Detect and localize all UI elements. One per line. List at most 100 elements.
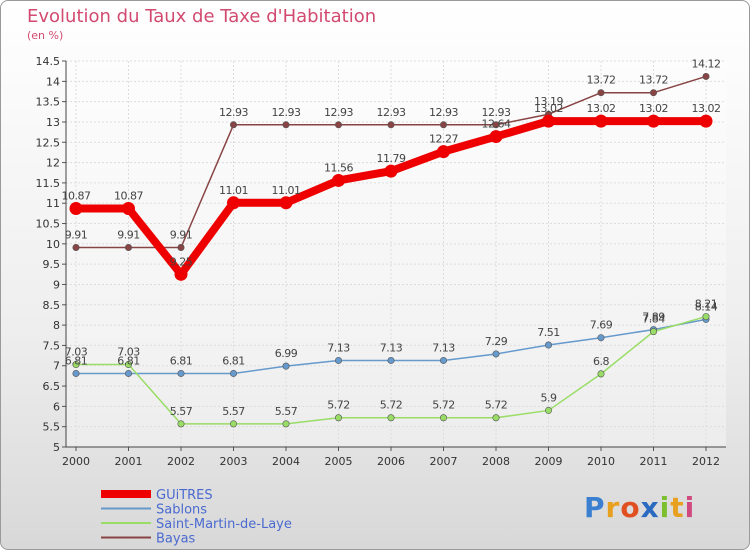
y-tick-label: 12 xyxy=(46,157,60,170)
data-point xyxy=(227,196,240,210)
data-point xyxy=(282,420,290,428)
y-tick-label: 6 xyxy=(53,400,60,413)
data-point xyxy=(702,72,710,80)
data-point xyxy=(544,406,552,414)
data-label: 12.93 xyxy=(219,106,248,119)
data-label: 13.02 xyxy=(692,102,721,115)
data-label: 7.89 xyxy=(642,311,665,324)
data-point xyxy=(489,130,503,144)
axes xyxy=(62,60,726,451)
proxiti-logo: Proxiti xyxy=(584,491,696,524)
data-point xyxy=(387,356,395,364)
legend-label: Bayas xyxy=(156,532,196,547)
data-point xyxy=(334,414,342,422)
data-label: 7.69 xyxy=(590,319,613,332)
data-point xyxy=(122,201,135,215)
y-tick-label: 13.5 xyxy=(36,96,61,109)
data-label: 10.87 xyxy=(114,189,143,202)
y-tick-label: 7.5 xyxy=(43,339,61,352)
data-point xyxy=(230,121,238,129)
y-tick-label: 14.5 xyxy=(36,55,61,68)
data-labels: 10.87 10.87 9.25 11.01 11.01 11.56 11.79 12.27 1… xyxy=(62,57,722,418)
data-label: 13.02 xyxy=(587,102,616,115)
data-point xyxy=(439,121,447,129)
x-tick-label: 2004 xyxy=(272,455,300,468)
y-tick-label: 6.5 xyxy=(43,380,61,393)
data-point xyxy=(174,267,188,281)
data-label: 7.13 xyxy=(380,341,403,354)
data-label: 6.8 xyxy=(593,355,609,368)
data-label: 12.93 xyxy=(324,106,353,119)
data-label: 6.81 xyxy=(170,354,193,367)
data-label: 9.91 xyxy=(170,228,193,241)
data-label: 9.91 xyxy=(65,228,88,241)
data-point xyxy=(334,121,342,129)
data-point xyxy=(72,369,80,377)
x-tick-label: 2010 xyxy=(587,455,615,468)
y-tick-label: 8 xyxy=(53,319,60,332)
data-label: 12.27 xyxy=(429,133,458,146)
legend-label: GUiTRES xyxy=(156,488,213,503)
tick-labels: 5 5.5 6 6.5 7 7.5 8 8.5 9 9.5 10 10.5 11 11.5 12 12.5 13… xyxy=(36,55,721,468)
y-tick-label: 7 xyxy=(53,360,60,373)
data-label: 6.81 xyxy=(65,354,88,367)
data-label: 7.29 xyxy=(485,335,508,348)
data-label: 5.72 xyxy=(380,399,403,412)
y-tick-label: 9 xyxy=(53,278,60,291)
data-label: 7.03 xyxy=(117,346,140,359)
data-point xyxy=(230,369,238,377)
data-label: 5.57 xyxy=(275,405,298,418)
data-point xyxy=(439,356,447,364)
data-point xyxy=(702,313,710,321)
data-label: 13.02 xyxy=(534,102,563,115)
x-tick-label: 2011 xyxy=(640,455,668,468)
legend-label: Sablons xyxy=(156,503,207,518)
data-point xyxy=(597,370,605,378)
data-label: 10.87 xyxy=(62,189,91,202)
legend-label: Saint-Martin-de-Laye xyxy=(156,517,292,532)
y-tick-label: 11.5 xyxy=(36,177,61,190)
data-label: 5.9 xyxy=(541,391,557,404)
data-label: 12.64 xyxy=(482,118,511,131)
data-point xyxy=(282,121,290,129)
data-point xyxy=(177,243,185,251)
y-tick-label: 5 xyxy=(53,441,60,454)
data-label: 13.19 xyxy=(534,95,563,108)
data-label: 7.84 xyxy=(642,313,665,326)
data-label: 13.02 xyxy=(639,102,668,115)
data-label: 12.93 xyxy=(482,106,511,119)
data-point xyxy=(332,173,345,187)
data-label: 5.72 xyxy=(432,399,455,412)
x-tick-label: 2008 xyxy=(482,455,510,468)
data-point xyxy=(125,369,133,377)
data-label: 9.91 xyxy=(117,228,140,241)
data-label: 6.81 xyxy=(117,354,140,367)
data-point xyxy=(594,114,608,128)
data-point xyxy=(542,114,555,128)
data-label: 7.51 xyxy=(537,326,560,339)
data-label: 12.93 xyxy=(377,106,406,119)
data-label: 11.56 xyxy=(324,161,353,174)
data-label: 5.57 xyxy=(222,405,245,418)
data-label: 7.03 xyxy=(65,346,88,359)
data-point xyxy=(597,334,605,342)
data-point xyxy=(177,420,185,428)
y-tick-label: 14 xyxy=(46,75,60,88)
data-point xyxy=(492,121,500,129)
x-tick-label: 2002 xyxy=(167,455,195,468)
data-point xyxy=(439,414,447,422)
data-label: 8.14 xyxy=(695,300,718,313)
data-point xyxy=(125,243,133,251)
data-point xyxy=(387,121,395,129)
data-point xyxy=(699,114,713,128)
y-tick-label: 8.5 xyxy=(43,299,61,312)
data-point xyxy=(492,350,500,358)
chart-subtitle: (en %) xyxy=(27,29,64,42)
series-group xyxy=(69,72,713,428)
data-point xyxy=(282,362,290,370)
data-point xyxy=(177,369,185,377)
data-point xyxy=(492,414,500,422)
